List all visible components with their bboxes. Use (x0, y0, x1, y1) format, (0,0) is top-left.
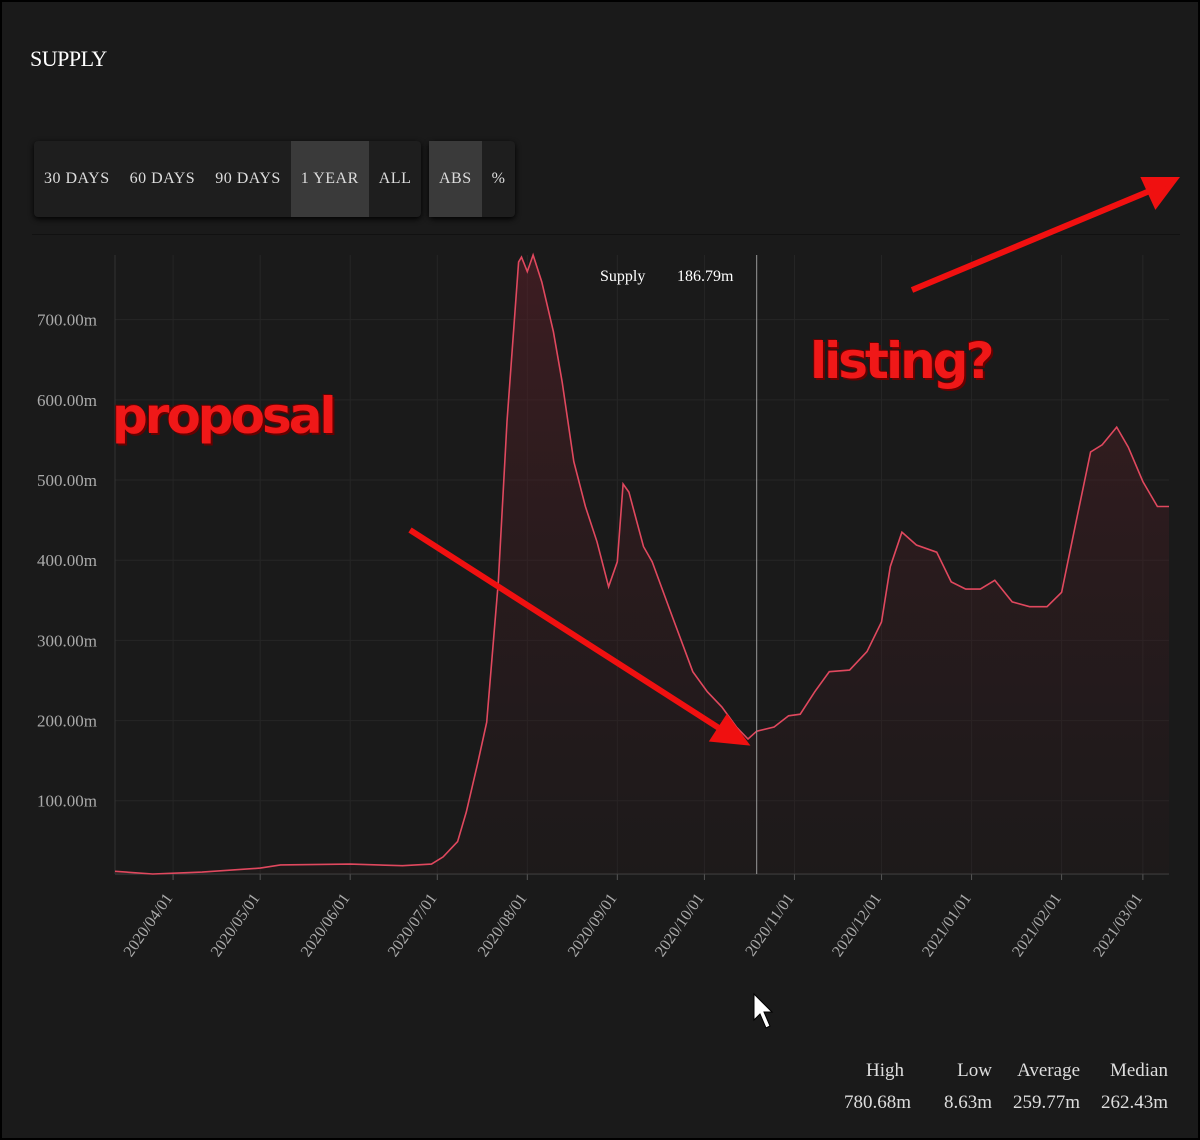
area (115, 255, 1169, 874)
stats: High 780.68m Low 8.63m Average 259.77m Median 2… (844, 1060, 1168, 1124)
x-tick-label: 2020/11/01 (742, 891, 797, 960)
stat: Median 262.43m (1080, 1060, 1168, 1124)
stat: Average 259.77m (992, 1060, 1080, 1124)
x-tick-label: 2020/07/01 (385, 891, 441, 960)
y-tick-label: 400.00m (37, 551, 97, 570)
stat-label: High (866, 1060, 904, 1081)
y-tick-label: 100.00m (37, 792, 97, 811)
y-tick-label: 200.00m (37, 712, 97, 731)
stat-label: Average (1017, 1060, 1080, 1081)
panel-title: SUPPLY (30, 46, 107, 71)
stat-value: 780.68m (844, 1092, 912, 1113)
x-tick-label: 2020/09/01 (565, 891, 621, 960)
toggle-button[interactable]: 30 DAYS (44, 170, 110, 187)
x-tick-label: 2021/02/01 (1009, 891, 1065, 960)
x-tick-label: 2021/03/01 (1090, 891, 1146, 960)
stat-value: 262.43m (1100, 1092, 1168, 1113)
y-tick-label: 600.00m (37, 391, 97, 410)
toggle-button[interactable]: % (491, 170, 506, 187)
x-tick-label: 2020/08/01 (475, 891, 531, 960)
y-tick-label: 300.00m (37, 631, 97, 650)
x-tick-label: 2020/06/01 (298, 891, 354, 960)
stat-label: Median (1109, 1060, 1168, 1081)
annotation: listing? (810, 332, 994, 390)
x-tick-label: 2020/12/01 (829, 891, 885, 960)
stat: High 780.68m (844, 1060, 912, 1124)
toggle-button[interactable]: ALL (378, 170, 412, 187)
stat-value: 259.77m (1012, 1092, 1080, 1113)
toggle-button[interactable]: 1 YEAR (290, 141, 369, 217)
stat: Low 8.63m (904, 1060, 992, 1124)
range-selector: 30 DAYS 60 DAYS 90 DAYS 1 YEAR ALL (34, 141, 422, 217)
toggle-button[interactable]: 90 DAYS (215, 170, 281, 187)
x-tick-label: 2020/04/01 (121, 891, 177, 960)
mode-selector: ABS% (429, 141, 516, 217)
y-tick-label: 700.00m (37, 311, 97, 330)
x-tick-label: 2020/05/01 (208, 891, 264, 960)
annotation: proposal (112, 387, 337, 445)
tooltip-value: 186.79m (677, 268, 734, 285)
divider (32, 234, 1180, 235)
stat-value: 8.63m (943, 1092, 992, 1113)
toggle-button[interactable]: ABS (429, 141, 482, 217)
tooltip-name: Supply (600, 268, 645, 285)
toggle-button[interactable]: 60 DAYS (129, 170, 196, 187)
stat-label: Low (957, 1060, 992, 1081)
x-tick-label: 2020/10/01 (652, 891, 708, 960)
y-tick-label: 500.00m (37, 471, 97, 490)
x-tick-label: 2021/01/01 (919, 891, 975, 960)
